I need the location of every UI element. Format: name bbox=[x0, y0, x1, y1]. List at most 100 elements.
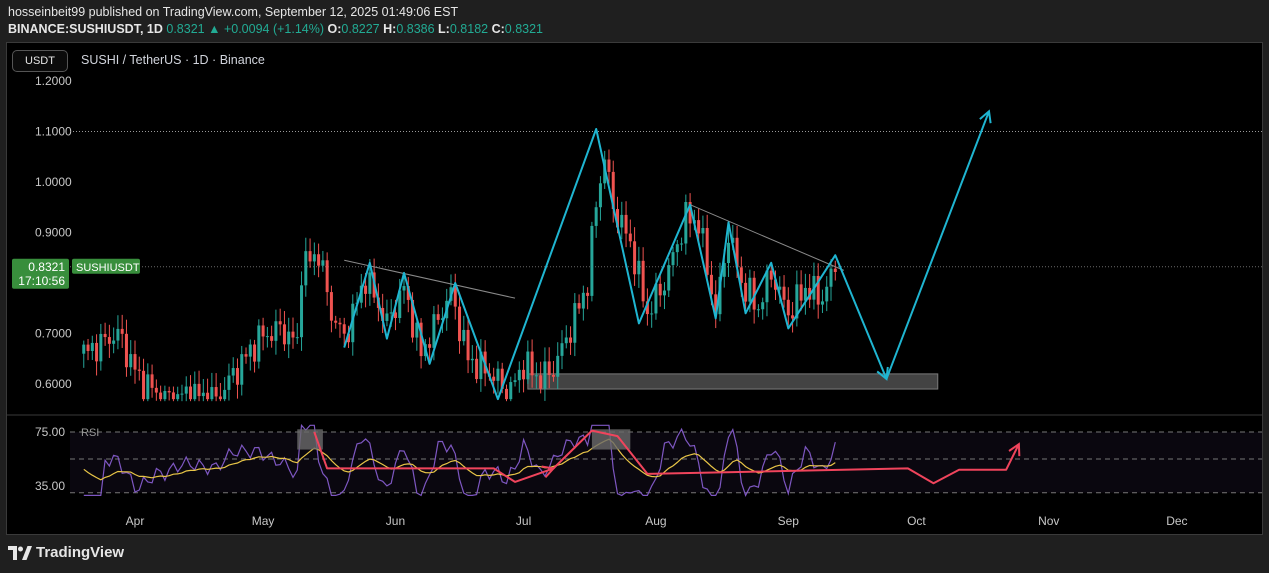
candle-body bbox=[415, 322, 419, 338]
currency-button[interactable]: USDT bbox=[12, 50, 68, 72]
candle-body bbox=[616, 209, 620, 228]
rsi-label: RSI bbox=[81, 427, 99, 439]
time-tick-label: Jul bbox=[516, 514, 531, 528]
candle-body bbox=[329, 292, 333, 321]
candle-body bbox=[526, 351, 530, 380]
candle-body bbox=[300, 285, 304, 338]
candle-body bbox=[551, 375, 555, 377]
candle-body bbox=[453, 287, 457, 307]
time-tick-label: Jun bbox=[386, 514, 405, 528]
candle-body bbox=[722, 263, 726, 277]
candle-body bbox=[530, 351, 534, 376]
candle-body bbox=[577, 303, 581, 309]
candle-body bbox=[82, 344, 86, 354]
candle-body bbox=[180, 393, 184, 395]
time-tick-label: Dec bbox=[1166, 514, 1187, 528]
rsi-pattern-path bbox=[313, 429, 1020, 485]
candle-body bbox=[633, 241, 637, 275]
candle-body bbox=[543, 361, 547, 389]
candle-body bbox=[389, 312, 393, 314]
candle-body bbox=[338, 322, 342, 325]
candle-body bbox=[364, 285, 368, 294]
candle-body bbox=[517, 369, 521, 381]
candle-body bbox=[231, 368, 235, 376]
candle-body bbox=[312, 254, 316, 262]
candle-body bbox=[334, 320, 338, 323]
candle-body bbox=[462, 329, 466, 342]
candle-body bbox=[428, 344, 432, 348]
candle-body bbox=[432, 314, 436, 348]
candle-body bbox=[393, 312, 397, 318]
candle-body bbox=[116, 328, 120, 341]
candle-body bbox=[774, 279, 777, 290]
candle-body bbox=[534, 375, 538, 377]
time-tick-label: May bbox=[252, 514, 275, 528]
candle-body bbox=[107, 337, 111, 344]
candle-body bbox=[189, 386, 193, 400]
candle-body bbox=[304, 251, 308, 286]
candle-body bbox=[86, 344, 90, 351]
candle-body bbox=[739, 267, 743, 283]
rsi-tick-label: 75.00 bbox=[35, 425, 65, 439]
candle-body bbox=[645, 301, 649, 315]
candle-body bbox=[654, 283, 658, 314]
close-label: C: bbox=[491, 22, 505, 36]
time-tick-label: Nov bbox=[1038, 514, 1059, 528]
candle-body bbox=[539, 375, 543, 389]
candle-body bbox=[278, 321, 282, 325]
candle-body bbox=[564, 337, 568, 344]
candle-body bbox=[142, 370, 146, 400]
candle-body bbox=[504, 388, 508, 400]
candle-body bbox=[90, 342, 94, 351]
symbol-tag-label: SUSHIUSDT bbox=[76, 262, 140, 274]
rsi-up-arrow-icon bbox=[1008, 442, 1021, 457]
high-label: H: bbox=[383, 22, 397, 36]
candle-body bbox=[598, 183, 602, 208]
change-arrow-icon: ▲ bbox=[208, 22, 221, 36]
candle-body bbox=[782, 286, 786, 300]
price-tick-label: 1.1000 bbox=[35, 125, 72, 139]
candle-body bbox=[146, 374, 150, 400]
symbol-tag-box bbox=[72, 258, 140, 274]
candle-body bbox=[398, 290, 402, 318]
candle-body bbox=[590, 225, 594, 296]
candle-body bbox=[287, 331, 291, 345]
candle-body bbox=[466, 329, 470, 361]
candle-body bbox=[381, 307, 385, 321]
candle-body bbox=[124, 333, 128, 368]
price-tick-label: 1.0000 bbox=[35, 175, 72, 189]
rsi-band bbox=[70, 432, 1262, 493]
candle-body bbox=[458, 306, 462, 342]
candle-body bbox=[569, 337, 573, 343]
candle-body bbox=[492, 376, 496, 381]
candle-body bbox=[163, 391, 167, 400]
candle-body bbox=[206, 392, 210, 400]
candle-body bbox=[167, 391, 171, 393]
candle-body bbox=[440, 318, 444, 320]
candle-body bbox=[342, 324, 346, 334]
candle-body bbox=[291, 331, 295, 338]
price-tick-label: 0.7000 bbox=[35, 327, 72, 341]
candle-body bbox=[697, 220, 701, 234]
low-label: L: bbox=[438, 22, 450, 36]
candle-body bbox=[201, 392, 205, 397]
candle-body bbox=[748, 277, 752, 302]
candle-body bbox=[586, 292, 590, 296]
candle-body bbox=[235, 368, 239, 385]
candle-body bbox=[351, 303, 355, 343]
candle-body bbox=[500, 368, 504, 389]
candle-body bbox=[240, 354, 244, 385]
low-value: 0.8182 bbox=[449, 22, 489, 36]
candle-body bbox=[761, 302, 765, 310]
candle-body bbox=[513, 380, 517, 383]
candle-body bbox=[705, 228, 709, 275]
candle-body bbox=[223, 389, 227, 400]
candle-body bbox=[282, 324, 286, 345]
candle-body bbox=[778, 286, 782, 290]
candle-body bbox=[671, 252, 675, 266]
candle-body bbox=[744, 282, 748, 302]
tradingview-footer[interactable]: TradingView bbox=[8, 544, 124, 561]
candle-body bbox=[675, 244, 679, 253]
open-label: O: bbox=[327, 22, 342, 36]
